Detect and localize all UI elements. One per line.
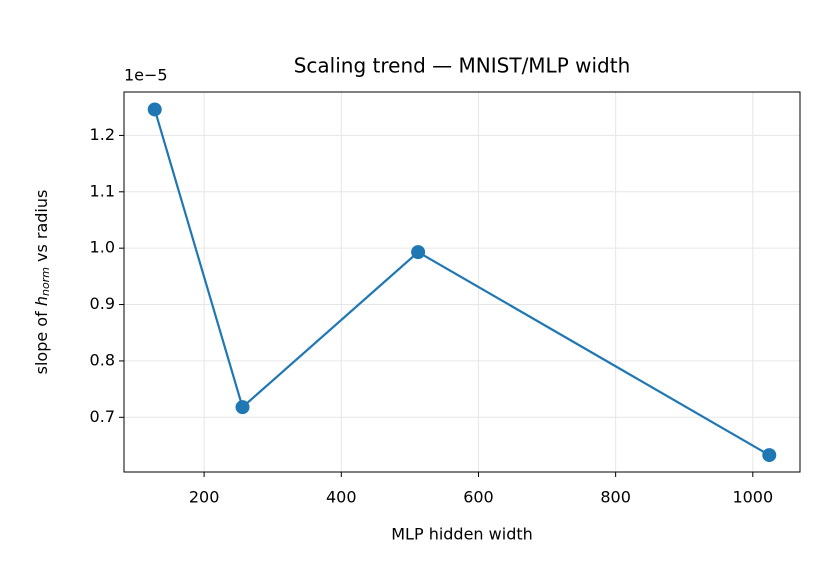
point [411,245,426,260]
line [153,109,770,457]
y-label-subscript: norm [39,267,52,296]
y-tick-label: 0.7 [90,407,115,426]
y-label-symbol: h [32,296,51,306]
x-tick-label: 600 [463,488,494,507]
y-axis-label: slope of hnorm vs radius [32,190,53,375]
y-label-suffix: vs radius [32,190,51,267]
point [235,400,250,415]
x-tick-label: 200 [189,488,220,507]
y-tick-label: 1.0 [90,238,115,257]
x-axis-label: MLP hidden width [391,525,533,544]
y-tick-label: 0.9 [90,294,115,313]
plot-frame [123,91,801,473]
y-offset-label: 1e−5 [124,66,168,85]
x-tick-label: 400 [326,488,357,507]
x-tick-label: 800 [600,488,631,507]
x-tick-label: 1000 [732,488,773,507]
y-tick-label: 1.1 [90,181,115,200]
point [762,448,777,463]
y-tick-label: 0.8 [90,350,115,369]
y-tick-label: 1.2 [90,125,115,144]
y-label-prefix: slope of [32,306,51,374]
chart-title: Scaling trend — MNIST/MLP width [294,54,631,78]
point [147,102,162,117]
